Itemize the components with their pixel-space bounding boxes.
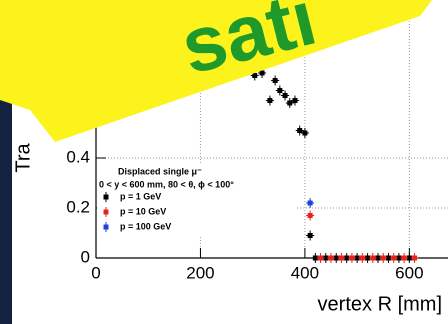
marker	[267, 98, 273, 103]
marker	[354, 255, 360, 261]
x-tick-label: 200	[186, 263, 214, 282]
data-point	[285, 98, 294, 108]
marker	[297, 128, 303, 133]
legend-box	[97, 165, 297, 237]
marker	[272, 78, 278, 83]
marker	[380, 255, 386, 261]
sticky-note	[0, 0, 432, 142]
data-point	[265, 95, 274, 106]
data-point	[306, 210, 315, 221]
marker	[259, 70, 265, 76]
data-point	[400, 253, 409, 263]
legend-label: p = 10 GeV	[120, 206, 166, 216]
marker	[349, 255, 355, 261]
legend-label: p = 1 GeV	[120, 191, 161, 201]
legend-marker	[103, 224, 109, 230]
marker	[391, 255, 397, 261]
marker	[406, 255, 412, 261]
legend-title: Displaced single μ⁻	[118, 166, 202, 176]
y-axis-label: Tra	[12, 142, 34, 172]
x-tick-label: 400	[291, 263, 319, 282]
data-point	[306, 230, 315, 241]
marker	[401, 255, 407, 261]
x-axis-label: vertex R [mm]	[318, 293, 442, 315]
marker	[312, 255, 318, 261]
legend: Displaced single μ⁻ 0 < y < 600 mm, 80 <…	[97, 165, 297, 237]
x-tick-label: 0	[91, 263, 100, 282]
x-tick-label: 600	[395, 263, 423, 282]
legend-marker	[103, 209, 109, 215]
marker	[359, 255, 365, 261]
data-point	[295, 125, 304, 136]
legend-subtitle: 0 < y < 600 mm, 80 < θ, ϕ < 100°	[99, 179, 234, 189]
marker	[365, 255, 371, 261]
marker	[344, 255, 350, 261]
legend-items: p = 1 GeV p = 10 GeV p = 100 GeV	[103, 191, 171, 232]
y-tick-label: 0	[81, 247, 90, 266]
data-point	[337, 253, 346, 263]
data-point	[306, 198, 315, 208]
marker	[302, 130, 308, 136]
y-tick-label: 0.4	[66, 147, 90, 166]
data-point	[389, 253, 398, 263]
marker	[375, 255, 381, 261]
data-point	[379, 253, 388, 263]
legend-marker	[103, 194, 109, 200]
marker	[328, 255, 334, 261]
data-point	[327, 253, 336, 263]
marker	[252, 73, 258, 78]
data-point	[271, 75, 280, 86]
marker	[333, 255, 339, 261]
marker	[277, 88, 283, 93]
data-point	[347, 253, 356, 263]
marker	[370, 255, 376, 261]
marker	[282, 93, 288, 98]
data-point	[358, 253, 367, 263]
marker	[307, 200, 313, 206]
marker	[412, 255, 418, 261]
data-point	[410, 253, 419, 263]
marker	[307, 233, 313, 238]
data-point	[300, 128, 309, 138]
marker	[292, 98, 298, 103]
marker	[385, 255, 391, 261]
marker	[338, 255, 344, 261]
marker	[396, 255, 402, 261]
marker	[287, 100, 293, 106]
legend-label: p = 100 GeV	[120, 221, 171, 231]
marker	[318, 255, 324, 261]
data-point	[316, 253, 325, 263]
y-tick-label: 0.2	[66, 197, 90, 216]
data-point	[368, 253, 377, 263]
data-point	[281, 90, 290, 101]
data-point	[290, 95, 299, 106]
marker	[323, 255, 329, 261]
data-point	[275, 85, 284, 96]
marker	[307, 213, 313, 218]
